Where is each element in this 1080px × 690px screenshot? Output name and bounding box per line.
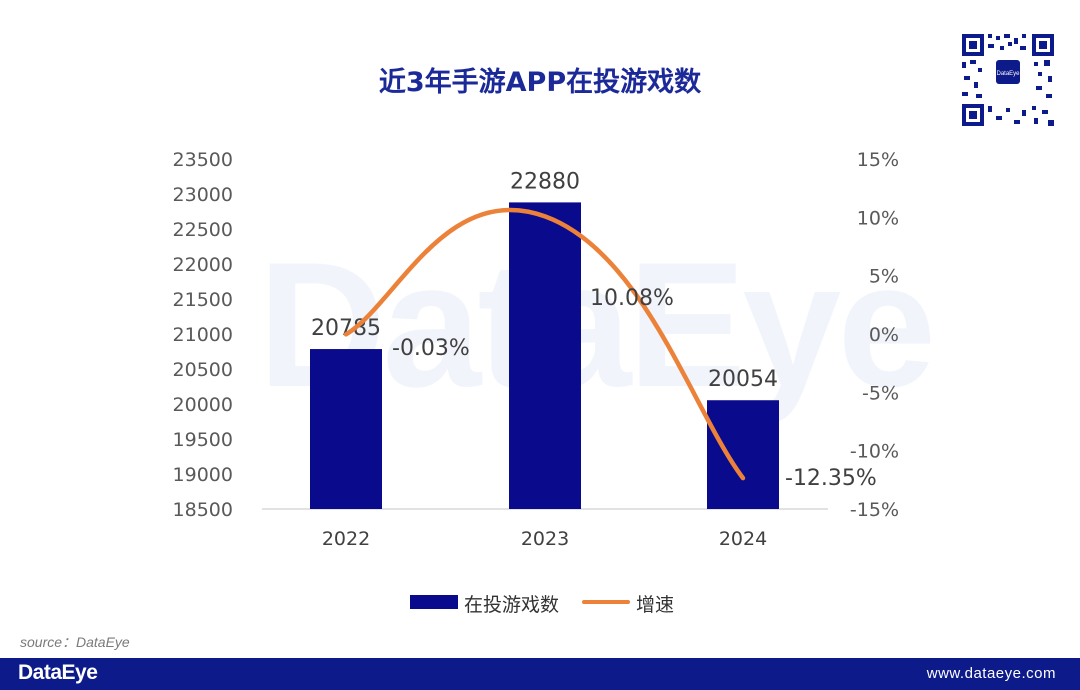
legend-line-swatch	[582, 600, 630, 604]
qr-code-icon: DataEye	[958, 30, 1058, 130]
y-left-tick-label: 20500	[173, 359, 233, 381]
y-right-tick-label: -5%	[862, 382, 899, 404]
x-tick-label: 2024	[719, 528, 767, 550]
bar-value-label: 22880	[510, 169, 580, 194]
y-right-tick-label: 15%	[857, 149, 899, 171]
legend-line-label: 增速	[636, 594, 675, 616]
y-left-tick-label: 18500	[173, 499, 233, 521]
y-left-tick-label: 21000	[173, 324, 233, 346]
line-value-label: -0.03%	[392, 336, 470, 361]
legend-bar-label: 在投游戏数	[464, 594, 560, 616]
source-note: source：DataEye	[20, 634, 130, 650]
y-left-tick-label: 20000	[173, 394, 233, 416]
y-left-tick-label: 21500	[173, 289, 233, 311]
y-right-tick-label: 10%	[857, 207, 899, 229]
y-right-tick-label: -15%	[850, 499, 899, 521]
line-value-label: -12.35%	[785, 466, 877, 491]
y-right-tick-label: 5%	[869, 266, 899, 288]
line-value-label: 10.08%	[590, 286, 674, 311]
footer-bar: DataEye www.dataeye.com	[0, 658, 1080, 690]
bar-value-label: 20785	[311, 316, 381, 341]
bar-value-label: 20054	[708, 367, 778, 392]
growth-line	[343, 207, 746, 481]
chart-title: 近3年手游APP在投游戏数	[378, 67, 702, 98]
y-left-tick-label: 19500	[173, 429, 233, 451]
footer-logo: DataEye	[18, 661, 98, 684]
footer-url: www.dataeye.com	[926, 665, 1056, 682]
y-left-tick-label: 23000	[173, 184, 233, 206]
svg-text:DataEye: DataEye	[996, 71, 1020, 77]
y-left-tick-label: 22500	[173, 219, 233, 241]
x-tick-label: 2023	[521, 528, 569, 550]
bar	[509, 202, 581, 509]
bar	[310, 349, 382, 509]
x-tick-label: 2022	[322, 528, 370, 550]
y-left-tick-label: 22000	[173, 254, 233, 276]
y-right-tick-label: 0%	[869, 324, 899, 346]
y-left-tick-label: 19000	[173, 464, 233, 486]
y-right-tick-label: -10%	[850, 441, 899, 463]
legend-bar-swatch	[410, 595, 458, 609]
y-left-tick-label: 23500	[173, 149, 233, 171]
bar	[707, 400, 779, 509]
